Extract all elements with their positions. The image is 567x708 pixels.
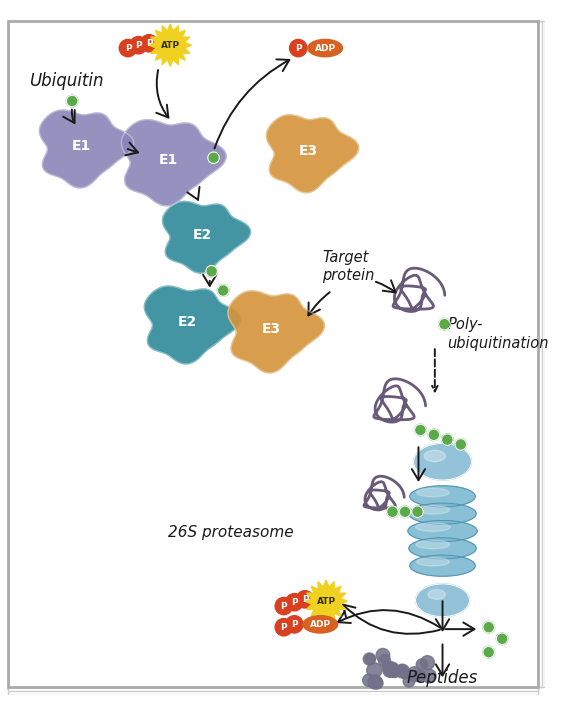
Circle shape: [483, 622, 494, 633]
Circle shape: [206, 266, 217, 277]
Circle shape: [372, 678, 383, 689]
Text: Peptides: Peptides: [407, 669, 478, 687]
Circle shape: [286, 616, 303, 633]
Text: ATP: ATP: [316, 597, 336, 606]
Circle shape: [407, 667, 422, 682]
Circle shape: [428, 429, 439, 440]
Ellipse shape: [410, 555, 475, 576]
Circle shape: [297, 590, 314, 608]
Text: E3: E3: [262, 322, 281, 336]
Ellipse shape: [416, 523, 450, 532]
Circle shape: [376, 649, 390, 662]
Circle shape: [368, 675, 382, 689]
Circle shape: [275, 598, 293, 615]
Circle shape: [382, 661, 393, 672]
Polygon shape: [305, 580, 347, 622]
Polygon shape: [40, 110, 134, 188]
Circle shape: [384, 662, 399, 677]
Text: P: P: [125, 44, 131, 52]
Circle shape: [208, 152, 219, 164]
Circle shape: [442, 434, 453, 445]
Circle shape: [483, 646, 494, 658]
Circle shape: [412, 506, 424, 518]
Text: P: P: [135, 40, 142, 50]
Circle shape: [66, 95, 78, 107]
Circle shape: [399, 506, 411, 518]
Polygon shape: [163, 201, 251, 273]
Text: E1: E1: [72, 139, 91, 153]
Ellipse shape: [416, 506, 450, 514]
Text: ADP: ADP: [310, 620, 331, 629]
Ellipse shape: [408, 520, 477, 542]
Text: P: P: [295, 44, 302, 52]
Polygon shape: [121, 120, 226, 206]
Text: 26S proteasome: 26S proteasome: [168, 525, 294, 540]
Text: P: P: [281, 602, 287, 610]
Circle shape: [290, 40, 307, 57]
Text: P: P: [291, 620, 298, 629]
Ellipse shape: [416, 584, 469, 617]
Text: Poly-
ubiquitination: Poly- ubiquitination: [447, 317, 549, 350]
Circle shape: [387, 506, 398, 518]
Text: ATP: ATP: [160, 40, 180, 50]
Text: P: P: [302, 595, 308, 604]
Circle shape: [130, 37, 147, 54]
Text: E2: E2: [192, 228, 211, 241]
Ellipse shape: [417, 558, 449, 566]
Ellipse shape: [428, 590, 446, 599]
Ellipse shape: [308, 40, 342, 57]
Ellipse shape: [409, 503, 476, 525]
Text: P: P: [291, 598, 298, 607]
Circle shape: [397, 665, 407, 675]
Text: Ubiquitin: Ubiquitin: [29, 72, 103, 90]
Text: P: P: [281, 623, 287, 632]
Text: Target
protein: Target protein: [322, 250, 375, 283]
Circle shape: [383, 663, 397, 678]
Ellipse shape: [417, 489, 449, 497]
Circle shape: [395, 664, 409, 678]
Circle shape: [414, 424, 426, 435]
Circle shape: [141, 35, 158, 52]
Circle shape: [400, 668, 411, 679]
Circle shape: [217, 285, 229, 296]
Ellipse shape: [409, 538, 476, 559]
Ellipse shape: [414, 443, 471, 480]
Circle shape: [416, 659, 428, 670]
Circle shape: [365, 654, 375, 664]
Text: ADP: ADP: [315, 44, 336, 52]
Circle shape: [378, 654, 391, 666]
Circle shape: [416, 670, 426, 681]
Text: P: P: [146, 39, 153, 47]
Circle shape: [455, 439, 467, 450]
Polygon shape: [145, 286, 241, 364]
Text: E1: E1: [159, 153, 178, 166]
Circle shape: [367, 663, 382, 678]
Text: E3: E3: [298, 144, 318, 158]
Ellipse shape: [416, 540, 450, 549]
Circle shape: [496, 633, 508, 644]
Polygon shape: [266, 115, 359, 193]
FancyBboxPatch shape: [8, 21, 538, 687]
Circle shape: [421, 656, 434, 670]
Circle shape: [439, 319, 450, 330]
Ellipse shape: [424, 450, 446, 462]
Ellipse shape: [410, 486, 475, 507]
Circle shape: [363, 674, 375, 687]
Circle shape: [275, 619, 293, 636]
Ellipse shape: [303, 616, 338, 633]
Circle shape: [286, 593, 303, 611]
Polygon shape: [149, 24, 192, 67]
Circle shape: [363, 653, 375, 666]
Text: E2: E2: [178, 315, 197, 329]
Polygon shape: [228, 291, 324, 373]
Circle shape: [422, 669, 436, 683]
Circle shape: [413, 670, 424, 682]
Circle shape: [119, 40, 137, 57]
Circle shape: [390, 667, 400, 678]
Circle shape: [403, 675, 415, 687]
